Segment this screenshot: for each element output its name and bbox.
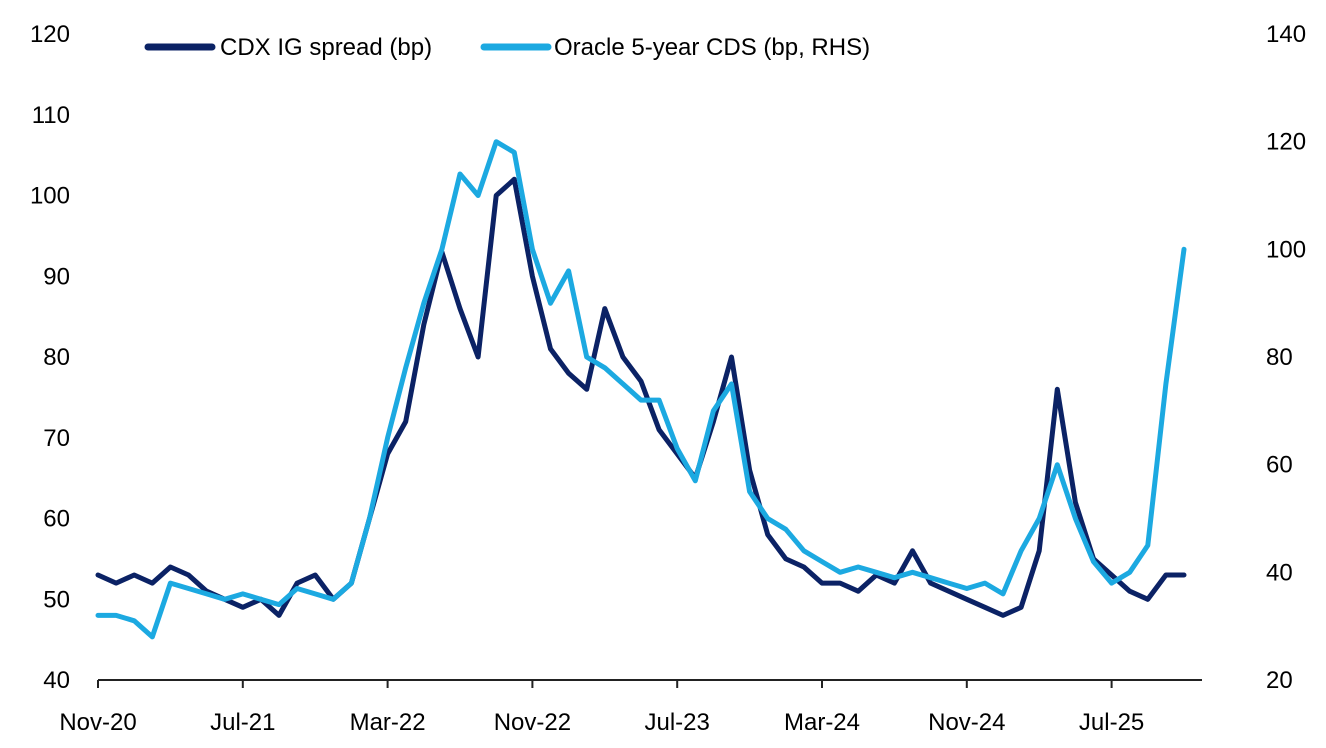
right-y-tick-label: 60	[1266, 452, 1293, 479]
left-y-tick-label: 50	[43, 586, 70, 613]
left-y-tick-label: 70	[43, 425, 70, 452]
left-y-tick-label: 120	[30, 21, 70, 48]
x-tick-label: Nov-22	[494, 709, 571, 736]
x-tick-label: Jul-25	[1079, 709, 1144, 736]
x-tick-label: Mar-24	[784, 709, 860, 736]
x-tick-label: Nov-24	[928, 709, 1005, 736]
series-line-oracle	[95, 139, 1187, 640]
right-y-axis-ticks: 20 40 60 80 100 120 140	[1266, 21, 1306, 694]
legend: CDX IG spread (bp) Oracle 5-year CDS (bp…	[144, 34, 870, 61]
left-y-tick-label: 110	[32, 102, 70, 129]
right-y-tick-label: 40	[1266, 559, 1293, 586]
left-y-tick-label: 60	[43, 506, 70, 533]
right-y-tick-label: 20	[1266, 667, 1293, 694]
legend-label-cdx: CDX IG spread (bp)	[220, 34, 432, 61]
legend-label-oracle: Oracle 5-year CDS (bp, RHS)	[554, 34, 870, 61]
left-y-axis-ticks: 40 50 60 70 80 90 100 110 120	[30, 21, 70, 694]
series-layer	[95, 139, 1187, 640]
right-y-tick-label: 120	[1266, 129, 1306, 156]
series-line-cdx	[95, 176, 1187, 618]
right-y-tick-label: 140	[1266, 21, 1306, 48]
left-y-tick-label: 100	[30, 183, 70, 210]
x-tick-label: Mar-22	[350, 709, 426, 736]
right-y-tick-label: 100	[1266, 236, 1306, 263]
left-y-tick-label: 80	[43, 344, 70, 371]
x-tick-label: Jul-21	[210, 709, 275, 736]
right-y-tick-label: 80	[1266, 344, 1293, 371]
left-y-tick-label: 90	[43, 263, 70, 290]
x-tick-label: Jul-23	[645, 709, 710, 736]
x-axis-ticks: Nov-20 Jul-21 Mar-22 Nov-22 Jul-23 Mar-24 Nov-…	[59, 680, 1144, 736]
left-y-tick-label: 40	[43, 667, 70, 694]
x-tick-label: Nov-20	[59, 709, 136, 736]
